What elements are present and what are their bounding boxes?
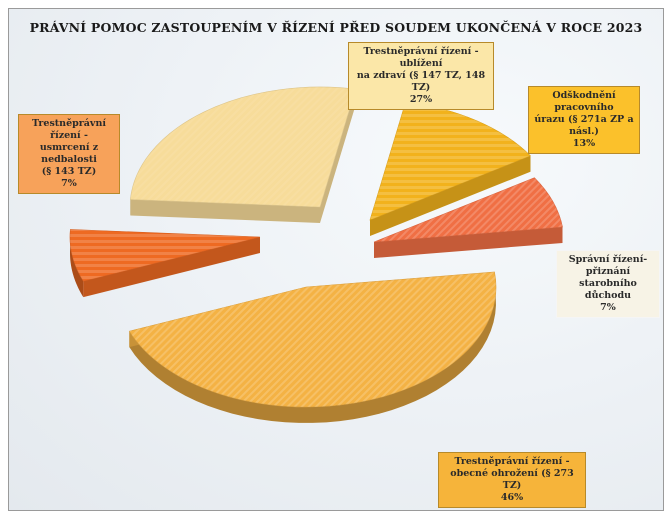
pie-slice-edge xyxy=(320,89,356,224)
slice-label: Odškodnění pracovního úrazu (§ 271a ZP a … xyxy=(528,86,640,154)
slice-label: Trestněprávní řízení - usmrcení z nedbalo… xyxy=(18,114,120,194)
slice-value: 13% xyxy=(572,138,596,149)
slice-label: Trestněprávní řízení - ublížení na zdraví… xyxy=(348,42,494,110)
slice-label-line: Správní řízení-přiznání xyxy=(568,254,648,277)
slice-label: Správní řízení-přiznání starobního důchod… xyxy=(556,250,660,318)
slice-label-line: na zdraví (§ 147 TZ, 148 TZ) xyxy=(356,70,486,93)
slice-value: 7% xyxy=(600,302,616,313)
chart-title: PRÁVNÍ POMOC ZASTOUPENÍM V ŘÍZENÍ PŘED S… xyxy=(29,20,643,35)
slice-label-line: Trestněprávní řízení - xyxy=(454,456,570,467)
pie-slice-texture xyxy=(374,177,563,242)
slice-label: Trestněprávní řízení - obecné ohrožení (§… xyxy=(438,452,586,508)
pie-slice-edge xyxy=(370,155,531,236)
pie-slice-texture xyxy=(129,271,496,407)
slice-label-line: Trestněprávní řízení - ublížení xyxy=(363,46,479,69)
slice-label-line: usmrcení z nedbalosti xyxy=(39,142,99,165)
slice-value: 46% xyxy=(500,492,524,503)
slice-label-line: úrazu (§ 271a ZP a násl.) xyxy=(534,114,634,137)
pie-slice-texture xyxy=(130,86,356,207)
slice-label-line: Odškodnění pracovního xyxy=(552,90,616,113)
slice-label-line: Trestněprávní řízení - xyxy=(32,118,106,141)
slice-label-line: obecné ohrožení (§ 273 TZ) xyxy=(450,468,574,491)
pie-slice-edge xyxy=(83,237,260,298)
slice-value: 27% xyxy=(409,94,433,105)
slice-label-line: (§ 143 TZ) xyxy=(41,166,97,177)
pie-slice-texture xyxy=(69,229,260,282)
slice-label-line: starobního důchodu xyxy=(579,278,637,301)
pie-slice-side xyxy=(70,229,84,298)
slice-value: 7% xyxy=(61,178,77,189)
pie-slice-edge xyxy=(374,226,563,258)
pie-slice-texture xyxy=(370,102,531,220)
